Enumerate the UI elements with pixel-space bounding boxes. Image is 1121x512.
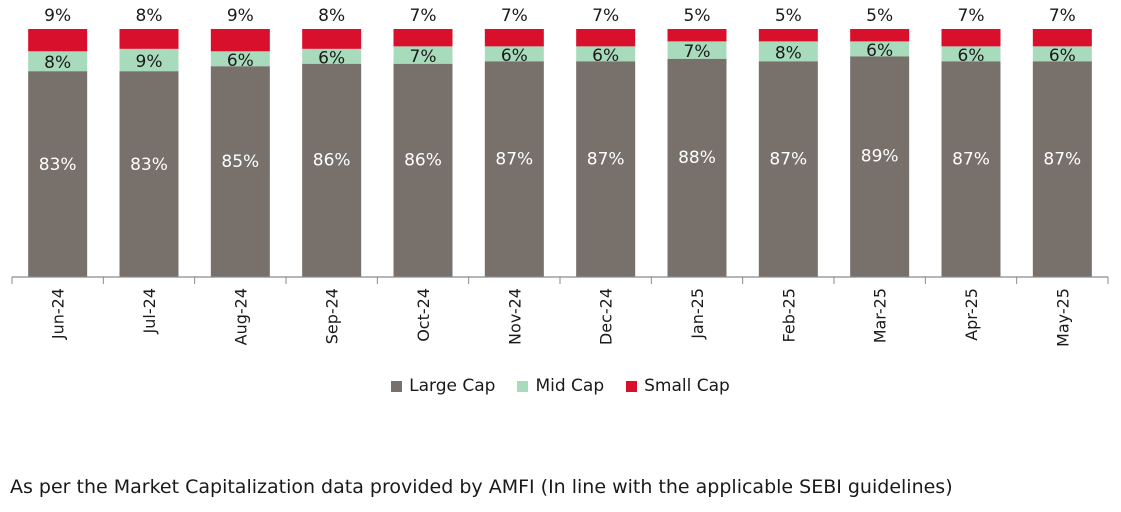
data-label: 89% — [861, 147, 899, 167]
data-label: 5% — [775, 6, 802, 26]
legend-label: Large Cap — [409, 376, 496, 396]
bar-mid-cap — [667, 41, 727, 59]
bar-small-cap — [28, 29, 88, 52]
bar-mid-cap — [484, 46, 544, 62]
x-tick-label: Aug-24 — [231, 288, 250, 345]
bar-small-cap — [393, 29, 453, 47]
data-label: 7% — [410, 47, 437, 67]
bar-large-cap — [576, 61, 636, 277]
bar-small-cap — [941, 29, 1001, 47]
data-label: 86% — [404, 151, 442, 171]
bar-large-cap — [119, 71, 179, 277]
bar-large-cap — [758, 61, 818, 277]
bar-mid-cap — [758, 41, 818, 62]
x-tick-label: Sep-24 — [323, 288, 342, 344]
legend-label: Small Cap — [644, 376, 730, 396]
chart-legend: Large Cap Mid Cap Small Cap — [0, 376, 1121, 396]
data-label: 7% — [958, 6, 985, 26]
bar-small-cap — [302, 29, 362, 49]
data-label: 9% — [136, 52, 163, 72]
data-label: 9% — [227, 6, 254, 26]
bar-large-cap — [302, 63, 362, 277]
bar-small-cap — [576, 29, 636, 47]
bar-small-cap — [850, 29, 910, 42]
x-tick-label: Jul-24 — [140, 288, 159, 334]
data-label: 87% — [769, 149, 807, 169]
bar-large-cap — [667, 58, 727, 278]
data-label: 87% — [952, 149, 990, 169]
bar-small-cap — [758, 29, 818, 42]
data-label: 7% — [1049, 6, 1076, 26]
x-tick-label: Jan-25 — [688, 288, 707, 340]
data-label: 6% — [1049, 46, 1076, 66]
data-label: 7% — [592, 6, 619, 26]
data-label: 6% — [866, 41, 893, 61]
legend-item: Small Cap — [626, 376, 730, 396]
bar-mid-cap — [210, 51, 270, 67]
bar-mid-cap — [850, 41, 910, 57]
bar-large-cap — [484, 61, 544, 277]
bar-small-cap — [667, 29, 727, 42]
bar-small-cap — [119, 29, 179, 49]
legend-swatch — [391, 380, 403, 392]
data-label: 7% — [501, 6, 528, 26]
data-label: 7% — [684, 42, 711, 62]
legend-item: Large Cap — [391, 376, 495, 396]
legend-swatch — [517, 380, 529, 392]
legend-label: Mid Cap — [535, 376, 605, 396]
bar-large-cap — [941, 61, 1001, 277]
bar-mid-cap — [576, 46, 636, 62]
x-tick-label: Jun-24 — [49, 288, 68, 340]
data-label: 5% — [866, 6, 893, 26]
data-label: 8% — [318, 6, 345, 26]
bar-large-cap — [1032, 61, 1092, 277]
bar-small-cap — [484, 29, 544, 47]
legend-item: Mid Cap — [517, 376, 604, 396]
data-label: 6% — [227, 51, 254, 71]
bar-small-cap — [210, 29, 270, 52]
data-label: 87% — [1043, 149, 1081, 169]
data-label: 86% — [313, 151, 351, 171]
x-tick-label: May-25 — [1053, 288, 1072, 347]
data-label: 7% — [410, 6, 437, 26]
data-label: 87% — [587, 149, 625, 169]
data-label: 6% — [958, 46, 985, 66]
x-tick-label: Oct-24 — [414, 288, 433, 342]
bar-mid-cap — [393, 46, 453, 64]
data-label: 8% — [44, 53, 71, 73]
bar-large-cap — [210, 66, 270, 277]
x-tick-label: Apr-25 — [962, 288, 981, 341]
bar-mid-cap — [119, 48, 179, 72]
bar-large-cap — [28, 71, 88, 277]
data-label: 8% — [136, 6, 163, 26]
bar-small-cap — [1032, 29, 1092, 47]
stacked-bar-chart: 83% 8% 9% Jun-24 83% 9% 8% Jul-24 85% 6% 9% Aug-24 8… — [11, 6, 1109, 347]
data-label: 87% — [495, 149, 533, 169]
bar-mid-cap — [941, 46, 1001, 62]
bar-mid-cap — [302, 48, 362, 64]
data-label: 83% — [130, 155, 168, 175]
bar-large-cap — [850, 56, 910, 277]
x-tick-label: Nov-24 — [505, 288, 524, 345]
bar-mid-cap — [28, 51, 88, 72]
data-label: 83% — [39, 155, 77, 175]
data-label: 9% — [44, 6, 71, 26]
data-label: 6% — [318, 48, 345, 68]
x-tick-label: Mar-25 — [871, 288, 890, 343]
x-tick-label: Feb-25 — [779, 288, 798, 342]
data-label: 88% — [678, 148, 716, 168]
data-label: 85% — [221, 152, 259, 172]
x-tick-label: Dec-24 — [597, 288, 616, 345]
footnote: As per the Market Capitalization data pr… — [10, 476, 953, 498]
data-label: 5% — [684, 6, 711, 26]
bar-mid-cap — [1032, 46, 1092, 62]
legend-swatch — [626, 380, 638, 392]
data-label: 8% — [775, 43, 802, 63]
bar-large-cap — [393, 63, 453, 277]
data-label: 6% — [592, 46, 619, 66]
data-label: 6% — [501, 46, 528, 66]
